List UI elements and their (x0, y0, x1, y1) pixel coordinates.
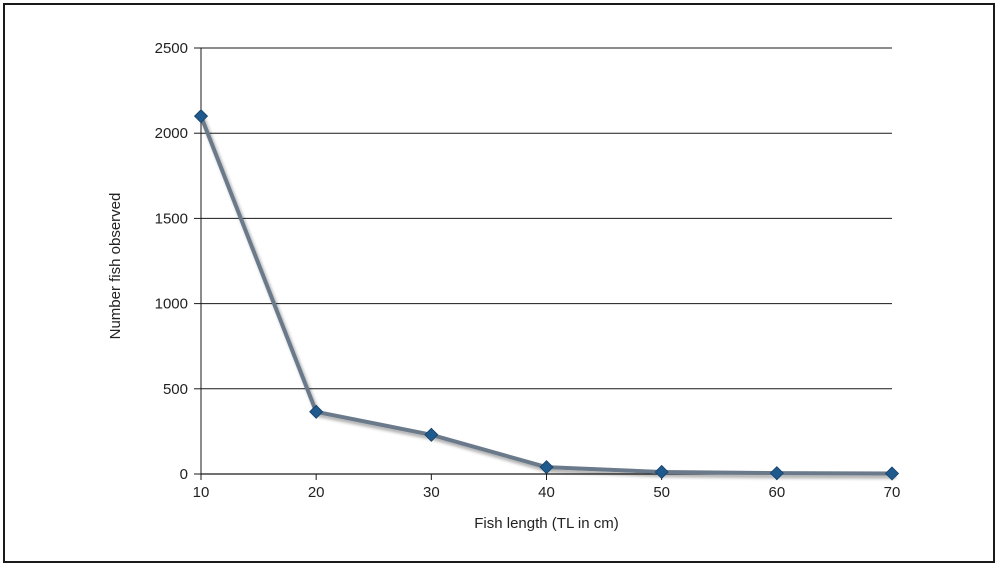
gridlines (201, 47, 892, 390)
x-tick-labels: 10 20 30 40 50 60 70 (193, 484, 901, 501)
data-point-marker (193, 109, 209, 124)
y-tick-label: 0 (180, 466, 188, 483)
chart-frame (3, 3, 995, 563)
data-series (193, 109, 900, 481)
y-tick-label: 2000 (155, 125, 188, 142)
x-tick-label: 70 (884, 484, 901, 501)
data-point-marker (769, 466, 784, 481)
x-axis-title: Fish length (TL in cm) (474, 515, 619, 532)
axes (194, 47, 893, 480)
data-point-marker (309, 404, 324, 419)
data-point-marker (424, 427, 439, 442)
x-tick-label: 30 (423, 484, 440, 501)
y-tick-label: 500 (163, 381, 188, 398)
line-chart: 0 500 1000 1500 2000 2500 10 20 30 40 50 60 70 Fish… (107, 40, 901, 532)
x-tick-label: 20 (308, 484, 325, 501)
y-axis-title: Number fish observed (107, 193, 124, 340)
y-tick-label: 2500 (155, 40, 188, 57)
y-tick-labels: 0 500 1000 1500 2000 2500 (155, 40, 188, 483)
series-line (199, 114, 894, 476)
x-tick-label: 40 (538, 484, 555, 501)
x-tick-label: 10 (193, 484, 210, 501)
data-point-marker (654, 464, 669, 480)
x-tick-label: 50 (653, 484, 670, 501)
x-tick-label: 60 (768, 484, 785, 501)
data-point-marker (539, 460, 554, 475)
data-point-marker (884, 466, 900, 481)
y-tick-label: 1500 (155, 210, 188, 227)
y-tick-label: 1000 (155, 296, 188, 313)
